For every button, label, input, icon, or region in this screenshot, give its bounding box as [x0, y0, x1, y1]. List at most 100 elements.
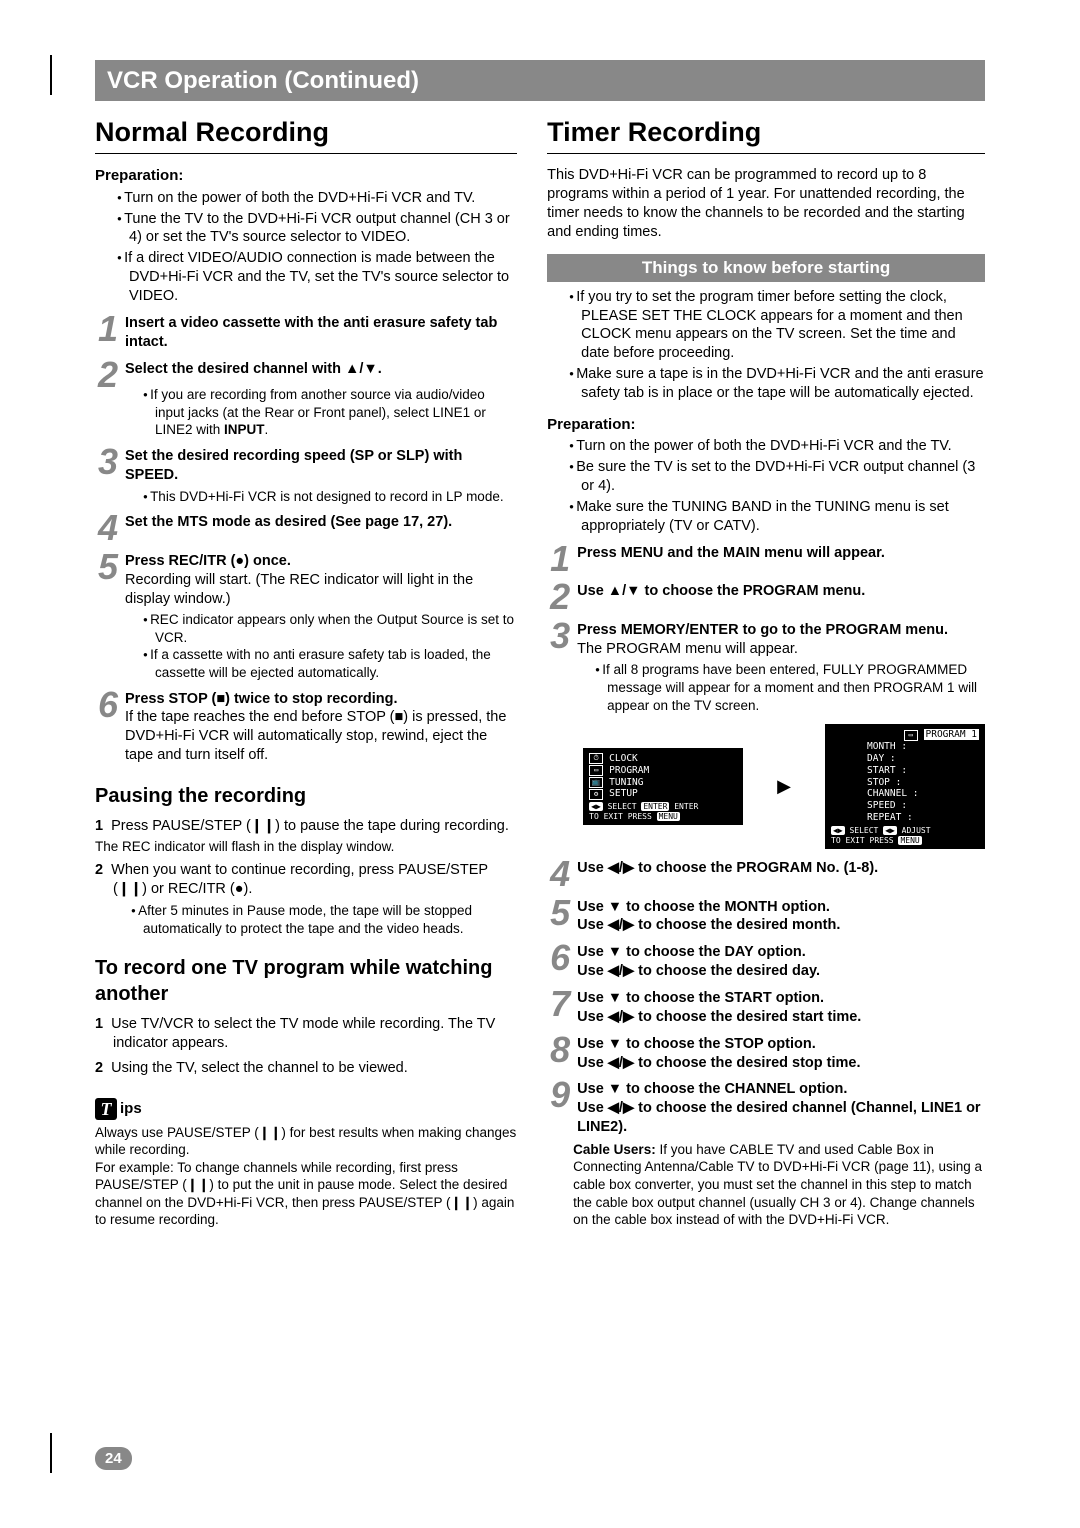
list-item: If a direct VIDEO/AUDIO connection is ma…	[117, 249, 517, 306]
sub-item: After 5 minutes in Pause mode, the tape …	[131, 902, 517, 937]
step-number: 5	[95, 552, 121, 682]
note: The REC indicator will flash in the disp…	[113, 838, 517, 856]
tips-body: Always use PAUSE/STEP (❙❙) for best resu…	[95, 1124, 517, 1229]
step-text: Use ▼ to choose the MONTH option. Use ◀/…	[577, 899, 840, 934]
step-9: 9 Use ▼ to choose the CHANNEL option. Us…	[547, 1080, 985, 1137]
list-item: Turn on the power of both the DVD+Hi-Fi …	[117, 189, 517, 208]
list-item: 2 When you want to continue recording, p…	[95, 861, 517, 937]
program-icon: ▭	[904, 730, 918, 741]
menu-field: CHANNEL :	[867, 788, 979, 800]
item-text: When you want to continue recording, pre…	[111, 862, 488, 897]
step-text: Select the desired channel with ▲/▼.	[125, 361, 382, 377]
step-1: 1 Press MENU and the MAIN menu will appe…	[547, 544, 985, 575]
step-number: 8	[547, 1035, 573, 1073]
section-banner: VCR Operation (Continued)	[95, 60, 985, 101]
step-7: 7 Use ▼ to choose the START option. Use …	[547, 989, 985, 1027]
right-column: Timer Recording This DVD+Hi-Fi VCR can b…	[547, 115, 985, 1229]
step-4: 4 Use ◀/▶ to choose the PROGRAM No. (1-8…	[547, 859, 985, 890]
tips-icon: T	[95, 1098, 117, 1120]
step-text: Use ▼ to choose the START option. Use ◀/…	[577, 990, 861, 1025]
menu-field: MONTH :	[867, 741, 979, 753]
tips-label: ips	[120, 1099, 142, 1119]
step-text: Press MEMORY/ENTER to go to the PROGRAM …	[577, 622, 948, 638]
intro-paragraph: This DVD+Hi-Fi VCR can be programmed to …	[547, 166, 985, 241]
preparation-heading: Preparation:	[547, 415, 985, 435]
clock-icon: ⏱	[589, 753, 603, 764]
left-column: Normal Recording Preparation: Turn on th…	[95, 115, 517, 1229]
heading-pausing: Pausing the recording	[95, 783, 517, 809]
step-text: Recording will start. (The REC indicator…	[125, 572, 473, 607]
sub-item: If a cassette with no anti erasure safet…	[143, 646, 517, 681]
menu-diagram: ⏱CLOCK ▭PROGRAM 📺TUNING ⚙SETUP ◀▶ SELECT…	[583, 724, 985, 849]
subheading-things-to-know: Things to know before starting	[547, 254, 985, 282]
crop-mark-v	[50, 55, 52, 95]
list-item: If you try to set the program timer befo…	[569, 288, 985, 363]
list-item: Make sure a tape is in the DVD+Hi-Fi VCR…	[569, 365, 985, 403]
list-item: Make sure the TUNING BAND in the TUNING …	[569, 498, 985, 536]
list-item: Turn on the power of both the DVD+Hi-Fi …	[569, 437, 985, 456]
step-number: 9	[547, 1080, 573, 1137]
step-number: 1	[547, 544, 573, 575]
step-3: 3 Press MEMORY/ENTER to go to the PROGRA…	[547, 621, 985, 714]
step-text: Press MENU and the MAIN menu will appear…	[577, 545, 885, 561]
two-column-layout: Normal Recording Preparation: Turn on th…	[95, 115, 985, 1229]
step-8: 8 Use ▼ to choose the STOP option. Use ◀…	[547, 1035, 985, 1073]
step-5: 5 Press REC/ITR (●) once. Recording will…	[95, 552, 517, 682]
step-number: 6	[95, 690, 121, 765]
list-item: 1 Press PAUSE/STEP (❙❙) to pause the tap…	[95, 817, 517, 855]
step-text: Set the MTS mode as desired (See page 17…	[125, 514, 452, 530]
list-item: 2 Using the TV, select the channel to be…	[95, 1059, 517, 1078]
step-number: 1	[95, 314, 121, 352]
step-text: Set the desired recording speed (SP or S…	[125, 448, 462, 483]
sub-item: If you are recording from another source…	[143, 386, 517, 439]
heading-record-one: To record one TV program while watching …	[95, 955, 517, 1007]
step-text: Use ▼ to choose the STOP option. Use ◀/▶…	[577, 1036, 860, 1071]
item-text: Using the TV, select the channel to be v…	[111, 1060, 408, 1076]
list-item: 1 Use TV/VCR to select the TV mode while…	[95, 1015, 517, 1053]
step-5: 5 Use ▼ to choose the MONTH option. Use …	[547, 898, 985, 936]
step-1: 1 Insert a video cassette with the anti …	[95, 314, 517, 352]
sub-item: This DVD+Hi-Fi VCR is not designed to re…	[143, 488, 517, 506]
preparation-list: Turn on the power of both the DVD+Hi-Fi …	[117, 189, 517, 306]
step-4: 4 Set the MTS mode as desired (See page …	[95, 513, 517, 544]
step-number: 7	[547, 989, 573, 1027]
menu-field: DAY :	[867, 753, 979, 765]
step-text: Use ▲/▼ to choose the PROGRAM menu.	[577, 583, 865, 599]
menu-box-program: ▭ PROGRAM 1 MONTH : DAY : START : STOP :…	[825, 724, 985, 849]
menu-box-main: ⏱CLOCK ▭PROGRAM 📺TUNING ⚙SETUP ◀▶ SELECT…	[583, 748, 743, 826]
menu-item: PROGRAM	[609, 765, 649, 777]
cable-users-note: Cable Users: If you have CABLE TV and us…	[573, 1141, 985, 1229]
step-number: 6	[547, 943, 573, 981]
menu-field: START :	[867, 765, 979, 777]
step-text-bold: Press REC/ITR (●) once.	[125, 553, 291, 569]
menu-footer: ◀▶ SELECT ◀▶ ADJUSTTO EXIT PRESS MENU	[831, 826, 979, 846]
step-number: 2	[547, 582, 573, 613]
step-number: 5	[547, 898, 573, 936]
step-2: 2 Select the desired channel with ▲/▼. I…	[95, 360, 517, 439]
step-text: Use ▼ to choose the DAY option. Use ◀/▶ …	[577, 944, 820, 979]
record-one-list: 1 Use TV/VCR to select the TV mode while…	[95, 1015, 517, 1078]
step-text: Use ◀/▶ to choose the PROGRAM No. (1-8).	[577, 860, 878, 876]
menu-field: REPEAT :	[867, 812, 979, 824]
step-number: 3	[547, 621, 573, 714]
step-2: 2 Use ▲/▼ to choose the PROGRAM menu.	[547, 582, 985, 613]
preparation-list: Turn on the power of both the DVD+Hi-Fi …	[569, 437, 985, 535]
tips-heading: T ips	[95, 1098, 517, 1120]
item-text: Press PAUSE/STEP (❙❙) to pause the tape …	[111, 818, 509, 834]
step-number: 4	[547, 859, 573, 890]
menu-item: TUNING	[609, 777, 643, 789]
menu-title: PROGRAM 1	[924, 729, 979, 740]
know-list: If you try to set the program timer befo…	[569, 288, 985, 403]
step-number: 4	[95, 513, 121, 544]
heading-normal-recording: Normal Recording	[95, 115, 517, 154]
step-number: 2	[95, 360, 121, 439]
step-text: Insert a video cassette with the anti er…	[125, 315, 497, 350]
step-text: If the tape reaches the end before STOP …	[125, 709, 506, 763]
menu-footer: ◀▶ SELECT ENTER ENTERTO EXIT PRESS MENU	[589, 802, 737, 822]
sub-item: If all 8 programs have been entered, FUL…	[595, 661, 985, 714]
step-text: Use ▼ to choose the CHANNEL option. Use …	[577, 1081, 980, 1135]
menu-field: STOP :	[867, 777, 979, 789]
step-3: 3 Set the desired recording speed (SP or…	[95, 447, 517, 505]
sub-item: REC indicator appears only when the Outp…	[143, 611, 517, 646]
crop-mark-v2	[50, 1433, 52, 1473]
